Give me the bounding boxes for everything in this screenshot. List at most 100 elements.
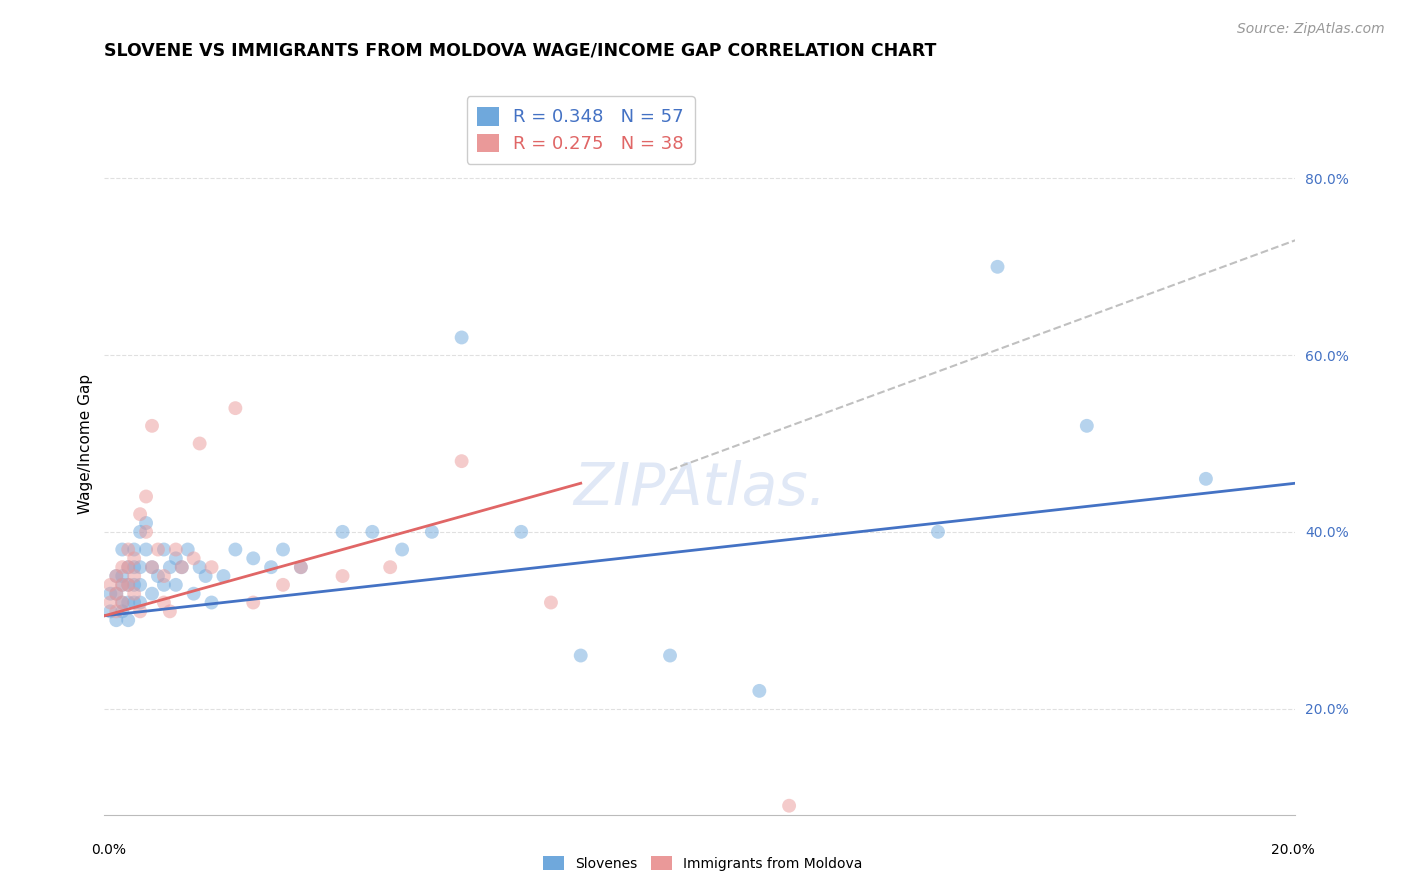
Point [141,418,163,433]
Point [111,595,134,609]
Point [242,595,264,609]
Point [129,578,152,592]
Point [927,524,949,539]
Point [659,648,682,663]
Point [200,560,222,574]
Point [391,542,413,557]
Point [105,587,128,601]
Point [290,560,312,574]
Point [1076,418,1098,433]
Point [111,604,134,618]
Point [748,684,770,698]
Legend: Slovenes, Immigrants from Moldova: Slovenes, Immigrants from Moldova [537,850,869,876]
Point [165,578,187,592]
Text: 0.0%: 0.0% [91,843,127,857]
Point [194,569,217,583]
Point [200,595,222,609]
Y-axis label: Wage/Income Gap: Wage/Income Gap [79,374,93,514]
Text: Source: ZipAtlas.com: Source: ZipAtlas.com [1237,22,1385,37]
Point [135,516,157,530]
Point [98,587,121,601]
Point [271,578,294,592]
Point [98,604,121,618]
Point [159,604,181,618]
Point [183,587,205,601]
Point [135,542,157,557]
Point [153,595,176,609]
Point [188,560,211,574]
Point [380,560,402,574]
Point [332,569,354,583]
Text: 20.0%: 20.0% [1271,843,1315,857]
Point [122,551,145,566]
Point [420,524,443,539]
Point [111,578,134,592]
Point [117,560,139,574]
Point [105,587,128,601]
Point [188,436,211,450]
Text: SLOVENE VS IMMIGRANTS FROM MOLDOVA WAGE/INCOME GAP CORRELATION CHART: SLOVENE VS IMMIGRANTS FROM MOLDOVA WAGE/… [104,42,936,60]
Point [224,542,246,557]
Point [122,542,145,557]
Point [117,613,139,627]
Point [153,542,176,557]
Point [129,560,152,574]
Point [271,542,294,557]
Point [129,507,152,521]
Point [105,569,128,583]
Point [170,560,193,574]
Point [122,569,145,583]
Point [361,524,384,539]
Point [212,569,235,583]
Point [98,595,121,609]
Point [122,578,145,592]
Point [141,560,163,574]
Point [135,524,157,539]
Point [242,551,264,566]
Point [129,595,152,609]
Point [111,542,134,557]
Point [117,595,139,609]
Point [165,551,187,566]
Point [177,542,200,557]
Point [1195,472,1218,486]
Point [159,560,181,574]
Point [510,524,533,539]
Point [117,560,139,574]
Point [260,560,283,574]
Point [117,542,139,557]
Point [540,595,562,609]
Point [111,595,134,609]
Point [105,613,128,627]
Point [290,560,312,574]
Text: ZIPAtlas.: ZIPAtlas. [574,459,827,516]
Point [146,569,169,583]
Point [170,560,193,574]
Point [122,595,145,609]
Point [450,454,472,468]
Point [332,524,354,539]
Point [111,578,134,592]
Point [778,798,800,813]
Point [141,587,163,601]
Point [117,578,139,592]
Point [105,569,128,583]
Point [153,578,176,592]
Point [129,604,152,618]
Point [153,569,176,583]
Point [135,490,157,504]
Point [165,542,187,557]
Point [146,542,169,557]
Point [111,569,134,583]
Point [986,260,1008,274]
Point [450,330,472,344]
Point [183,551,205,566]
Point [122,560,145,574]
Point [141,560,163,574]
Point [122,587,145,601]
Point [111,560,134,574]
Point [224,401,246,416]
Point [129,524,152,539]
Point [117,578,139,592]
Point [98,578,121,592]
